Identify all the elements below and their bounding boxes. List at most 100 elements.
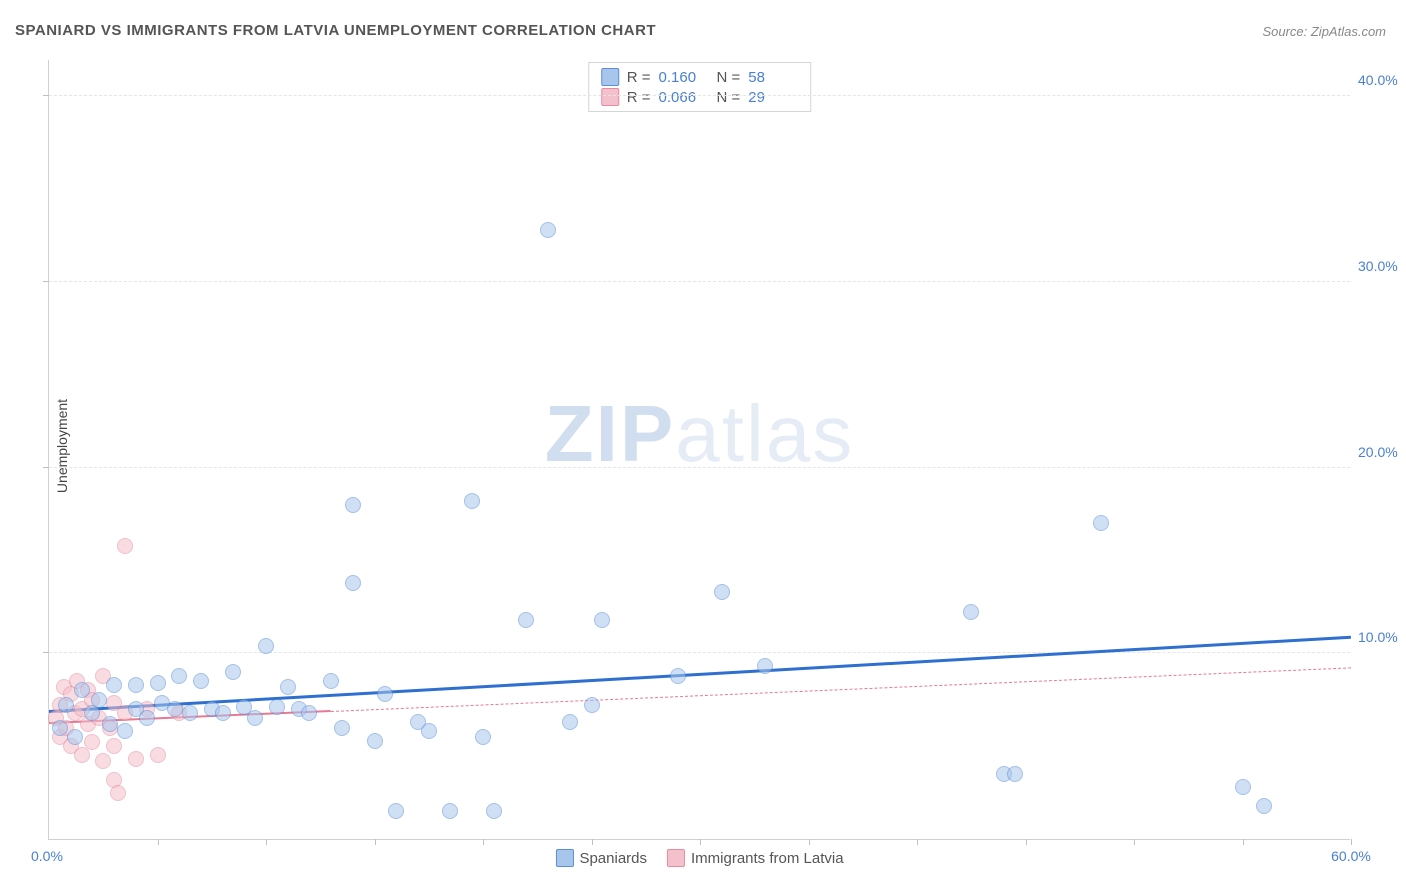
spaniards-point: [475, 729, 491, 745]
legend-swatch-immigrants: [601, 88, 619, 106]
spaniards-point: [1235, 779, 1251, 795]
spaniards-point: [584, 697, 600, 713]
y-tick-label: 40.0%: [1358, 72, 1406, 88]
x-tick: [1243, 839, 1244, 845]
immigrants-point: [110, 785, 126, 801]
legend-label-immigrants: Immigrants from Latvia: [691, 850, 844, 867]
spaniards-point: [269, 699, 285, 715]
legend-swatch-spaniards: [601, 68, 619, 86]
spaniards-point: [486, 803, 502, 819]
x-tick: [375, 839, 376, 845]
spaniards-point: [74, 682, 90, 698]
spaniards-point: [1007, 766, 1023, 782]
spaniards-point: [52, 720, 68, 736]
watermark-atlas: atlas: [675, 389, 854, 478]
x-tick: [917, 839, 918, 845]
spaniards-point: [106, 677, 122, 693]
x-tick: [483, 839, 484, 845]
legend-item-immigrants: Immigrants from Latvia: [667, 849, 844, 867]
spaniards-point: [714, 584, 730, 600]
spaniards-point: [58, 697, 74, 713]
spaniards-point: [367, 733, 383, 749]
spaniards-point: [102, 716, 118, 732]
legend-row-spaniards: R = 0.160 N = 58: [601, 67, 799, 87]
x-tick: [266, 839, 267, 845]
x-tick-label: 60.0%: [1331, 848, 1371, 864]
spaniards-point: [193, 673, 209, 689]
legend-swatch-spaniards-bottom: [555, 849, 573, 867]
correlation-legend: R = 0.160 N = 58 R = 0.066 N = 29: [588, 62, 812, 112]
spaniards-point: [215, 705, 231, 721]
grid-line: [49, 281, 1350, 282]
x-tick: [1134, 839, 1135, 845]
spaniards-point: [280, 679, 296, 695]
legend-item-spaniards: Spaniards: [555, 849, 647, 867]
spaniards-point: [345, 575, 361, 591]
legend-label-spaniards: Spaniards: [579, 850, 647, 867]
spaniards-point: [67, 729, 83, 745]
trend-line: [331, 667, 1351, 712]
spaniards-point: [171, 668, 187, 684]
spaniards-point: [182, 705, 198, 721]
x-tick: [809, 839, 810, 845]
grid-line: [49, 652, 1350, 653]
spaniards-point: [117, 723, 133, 739]
spaniards-point: [139, 710, 155, 726]
series-legend: Spaniards Immigrants from Latvia: [555, 849, 843, 867]
spaniards-point: [301, 705, 317, 721]
r-label-immigrants: R =: [627, 89, 651, 106]
y-tick-label: 20.0%: [1358, 444, 1406, 460]
y-tick-label: 10.0%: [1358, 629, 1406, 645]
immigrants-point: [150, 747, 166, 763]
spaniards-point: [442, 803, 458, 819]
x-tick: [592, 839, 593, 845]
n-value-immigrants: 29: [748, 89, 798, 106]
immigrants-point: [74, 747, 90, 763]
n-label-spaniards: N =: [717, 69, 741, 86]
immigrants-point: [84, 734, 100, 750]
spaniards-point: [1093, 515, 1109, 531]
chart-title: SPANIARD VS IMMIGRANTS FROM LATVIA UNEMP…: [15, 22, 656, 39]
x-tick: [700, 839, 701, 845]
spaniards-point: [562, 714, 578, 730]
spaniards-point: [334, 720, 350, 736]
spaniards-point: [757, 658, 773, 674]
spaniards-point: [167, 701, 183, 717]
origin-label: 0.0%: [31, 848, 63, 864]
spaniards-point: [540, 222, 556, 238]
n-label-immigrants: N =: [717, 89, 741, 106]
spaniards-point: [518, 612, 534, 628]
r-value-immigrants: 0.066: [659, 89, 709, 106]
chart-container: SPANIARD VS IMMIGRANTS FROM LATVIA UNEMP…: [0, 0, 1406, 892]
immigrants-point: [128, 751, 144, 767]
x-tick: [1351, 839, 1352, 845]
spaniards-point: [258, 638, 274, 654]
x-tick: [1026, 839, 1027, 845]
spaniards-point: [150, 675, 166, 691]
spaniards-point: [128, 677, 144, 693]
grid-line: [49, 95, 1350, 96]
spaniards-point: [421, 723, 437, 739]
spaniards-point: [225, 664, 241, 680]
immigrants-point: [106, 738, 122, 754]
immigrants-point: [117, 538, 133, 554]
plot-area: ZIPatlas R = 0.160 N = 58 R = 0.066 N = …: [48, 60, 1350, 840]
x-tick: [158, 839, 159, 845]
y-tick: [43, 95, 49, 96]
y-tick-label: 30.0%: [1358, 258, 1406, 274]
legend-row-immigrants: R = 0.066 N = 29: [601, 87, 799, 107]
watermark-zip: ZIP: [545, 389, 675, 478]
spaniards-point: [464, 493, 480, 509]
spaniards-point: [345, 497, 361, 513]
spaniards-point: [594, 612, 610, 628]
spaniards-point: [963, 604, 979, 620]
r-value-spaniards: 0.160: [659, 69, 709, 86]
spaniards-point: [388, 803, 404, 819]
r-label-spaniards: R =: [627, 69, 651, 86]
spaniards-point: [670, 668, 686, 684]
spaniards-point: [1256, 798, 1272, 814]
source-attribution: Source: ZipAtlas.com: [1262, 24, 1386, 39]
grid-line: [49, 467, 1350, 468]
spaniards-point: [91, 692, 107, 708]
spaniards-point: [247, 710, 263, 726]
